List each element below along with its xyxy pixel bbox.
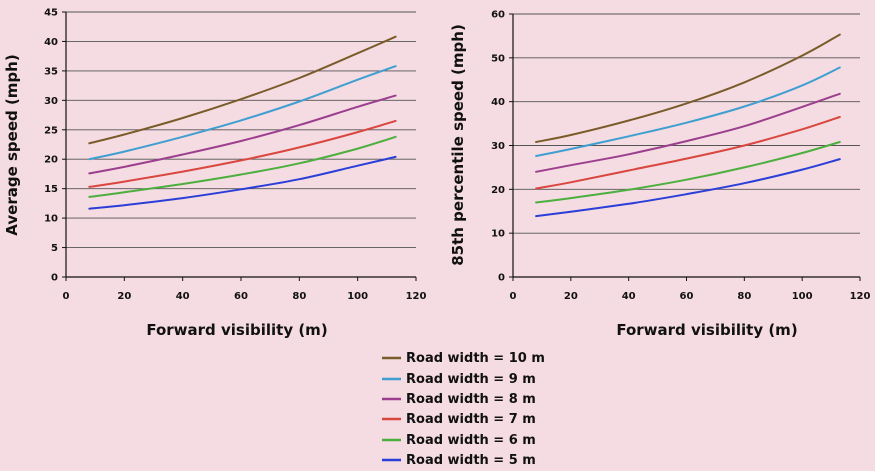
legend-label: Road width = 9 m xyxy=(406,372,536,387)
y-tick-label: 0 xyxy=(51,273,58,284)
y-axis-title-85th-percentile-speed: 85th percentile speed (mph) xyxy=(449,24,467,266)
legend-item: Road width = 5 m xyxy=(382,453,536,468)
y-axis-title-average-speed: Average speed (mph) xyxy=(3,54,21,235)
x-tick-label: 0 xyxy=(63,291,70,302)
y-tick-label: 15 xyxy=(44,184,58,195)
x-tick-label: 40 xyxy=(622,291,636,302)
x-tick-label: 80 xyxy=(292,291,306,302)
y-tick-label: 0 xyxy=(498,273,505,284)
series-line xyxy=(88,65,397,161)
series-line xyxy=(88,35,397,145)
series-line xyxy=(535,92,841,173)
x-tick-label: 60 xyxy=(234,291,248,302)
x-tick-label: 20 xyxy=(117,291,131,302)
legend-item: Road width = 9 m xyxy=(382,372,536,387)
x-tick-label: 120 xyxy=(406,291,427,302)
y-tick-label: 35 xyxy=(44,66,58,77)
x-tick-label: 0 xyxy=(510,291,517,302)
legend-label: Road width = 8 m xyxy=(406,392,536,407)
y-tick-label: 25 xyxy=(44,125,58,136)
x-tick-label: 100 xyxy=(347,291,368,302)
y-tick-label: 30 xyxy=(44,96,58,107)
series-line xyxy=(535,158,841,218)
series-line xyxy=(88,155,397,210)
y-tick-label: 30 xyxy=(491,141,505,152)
y-tick-label: 40 xyxy=(44,37,58,48)
legend-label: Road width = 7 m xyxy=(406,412,536,427)
legend-item: Road width = 7 m xyxy=(382,412,536,427)
series-line xyxy=(535,116,841,190)
legend-item: Road width = 6 m xyxy=(382,433,536,448)
y-tick-label: 45 xyxy=(44,8,58,19)
legend-label: Road width = 10 m xyxy=(406,351,545,366)
x-tick-label: 40 xyxy=(176,291,190,302)
x-tick-label: 20 xyxy=(564,291,578,302)
legend-item: Road width = 10 m xyxy=(382,351,545,366)
y-tick-label: 20 xyxy=(44,155,58,166)
series-line xyxy=(88,119,397,188)
legend-label: Road width = 5 m xyxy=(406,453,536,468)
legend: Road width = 10 m Road width = 9 m Road … xyxy=(382,351,545,468)
legend-label: Road width = 6 m xyxy=(406,433,536,448)
legend-item: Road width = 8 m xyxy=(382,392,536,407)
85th-percentile-speed-chart: 0 10 20 30 40 50 60 0 20 40 60 80 100 120 85th percent… xyxy=(449,10,870,340)
series-line xyxy=(88,94,397,175)
series-line xyxy=(535,33,841,143)
x-tick-label: 120 xyxy=(850,291,871,302)
x-tick-label: 60 xyxy=(680,291,694,302)
y-tick-label: 10 xyxy=(491,229,505,240)
average-speed-chart: 0 5 10 15 20 25 30 35 40 45 0 20 40 60 80 100 120 Average… xyxy=(3,8,426,340)
x-axis-title-right: Forward visibility (m) xyxy=(616,321,797,339)
y-tick-label: 40 xyxy=(491,97,505,108)
series-line xyxy=(535,141,841,204)
x-tick-label: 80 xyxy=(737,291,751,302)
y-tick-label: 20 xyxy=(491,185,505,196)
y-tick-label: 50 xyxy=(491,53,505,64)
x-tick-label: 100 xyxy=(792,291,813,302)
y-tick-label: 60 xyxy=(491,10,505,21)
series-line xyxy=(88,135,397,198)
y-tick-label: 10 xyxy=(44,214,58,225)
series-line xyxy=(535,66,841,157)
y-tick-label: 5 xyxy=(51,243,58,254)
x-axis-title-left: Forward visibility (m) xyxy=(146,321,327,339)
